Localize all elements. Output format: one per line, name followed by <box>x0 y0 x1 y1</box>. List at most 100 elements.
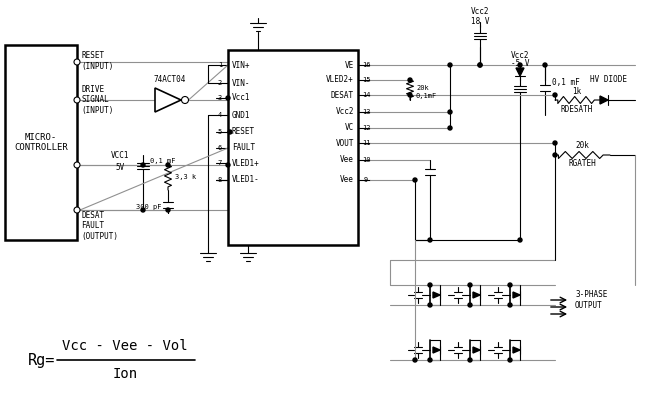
Text: 1k: 1k <box>572 87 581 97</box>
Text: DESAT: DESAT <box>331 90 354 100</box>
Circle shape <box>408 93 412 97</box>
Text: 12: 12 <box>362 125 370 131</box>
Text: FAULT: FAULT <box>232 144 255 152</box>
Polygon shape <box>516 68 524 76</box>
Text: 0,1mF: 0,1mF <box>416 93 437 99</box>
Circle shape <box>428 238 432 242</box>
Text: VOUT: VOUT <box>335 139 354 147</box>
Polygon shape <box>473 347 480 353</box>
Text: 74ACT04: 74ACT04 <box>154 76 186 84</box>
Text: RESET: RESET <box>232 128 255 136</box>
Text: 6: 6 <box>218 145 222 151</box>
Text: SIGNAL: SIGNAL <box>81 95 109 105</box>
Circle shape <box>226 163 230 167</box>
Circle shape <box>553 93 557 97</box>
Circle shape <box>228 130 232 134</box>
Circle shape <box>468 283 472 287</box>
Text: Ion: Ion <box>113 367 137 381</box>
Circle shape <box>478 63 482 67</box>
Circle shape <box>468 303 472 307</box>
Text: HV DIODE: HV DIODE <box>590 76 627 84</box>
Polygon shape <box>433 292 440 298</box>
Text: 15: 15 <box>362 77 370 83</box>
Circle shape <box>448 126 452 130</box>
Text: 5V: 5V <box>115 163 124 171</box>
Polygon shape <box>513 292 520 298</box>
Circle shape <box>74 207 80 213</box>
Text: RDESATH: RDESATH <box>561 105 593 113</box>
Text: Vee: Vee <box>340 155 354 165</box>
Text: VIN-: VIN- <box>232 79 251 87</box>
Text: RGATEH: RGATEH <box>568 160 596 168</box>
Text: VE: VE <box>345 60 354 69</box>
Text: DESAT: DESAT <box>81 212 104 220</box>
Circle shape <box>553 141 557 145</box>
Circle shape <box>428 303 432 307</box>
Text: VLED1+: VLED1+ <box>232 158 260 168</box>
Text: 0,1 mF: 0,1 mF <box>552 78 580 87</box>
Text: VCC1: VCC1 <box>111 150 130 160</box>
Text: Vcc1: Vcc1 <box>232 94 251 102</box>
Text: Vcc2: Vcc2 <box>471 8 490 16</box>
Circle shape <box>518 63 522 67</box>
Text: 2: 2 <box>218 80 222 86</box>
Text: 5: 5 <box>218 129 222 135</box>
Text: 20k: 20k <box>575 142 589 150</box>
Text: (INPUT): (INPUT) <box>81 61 113 71</box>
Text: 11: 11 <box>362 140 370 146</box>
Text: 10: 10 <box>362 157 370 163</box>
Circle shape <box>74 59 80 65</box>
Circle shape <box>141 163 145 167</box>
Text: 3-PHASE
OUTPUT: 3-PHASE OUTPUT <box>575 290 607 310</box>
Text: -5 V: -5 V <box>511 60 529 68</box>
Polygon shape <box>433 347 440 353</box>
Circle shape <box>553 153 557 157</box>
Circle shape <box>543 63 547 67</box>
Polygon shape <box>600 96 608 104</box>
Circle shape <box>74 97 80 103</box>
Text: (OUTPUT): (OUTPUT) <box>81 231 118 241</box>
Text: GND1: GND1 <box>232 110 251 120</box>
Text: VLED1-: VLED1- <box>232 176 260 184</box>
Polygon shape <box>473 292 480 298</box>
Circle shape <box>141 208 145 212</box>
Text: 300 pF: 300 pF <box>137 204 162 210</box>
Circle shape <box>518 238 522 242</box>
Polygon shape <box>155 88 181 112</box>
Circle shape <box>428 283 432 287</box>
Text: VIN+: VIN+ <box>232 60 251 69</box>
Text: DRIVE: DRIVE <box>81 86 104 94</box>
Text: FAULT: FAULT <box>81 221 104 231</box>
Polygon shape <box>513 347 520 353</box>
Bar <box>228 50 358 245</box>
Circle shape <box>166 208 170 212</box>
Circle shape <box>428 358 432 362</box>
Text: 1: 1 <box>218 62 222 68</box>
Text: RESET: RESET <box>81 50 104 60</box>
Text: 3: 3 <box>218 95 222 101</box>
Circle shape <box>408 78 412 82</box>
Bar <box>5 45 77 240</box>
Circle shape <box>508 303 512 307</box>
Text: 7: 7 <box>218 160 222 166</box>
Text: 8: 8 <box>218 177 222 183</box>
Text: 0,1 mF: 0,1 mF <box>150 158 176 164</box>
Text: 16: 16 <box>362 62 370 68</box>
Text: Rg=: Rg= <box>27 352 55 368</box>
Circle shape <box>413 178 417 182</box>
Text: 14: 14 <box>362 92 370 98</box>
Circle shape <box>448 63 452 67</box>
Text: MICRO-
CONTROLLER: MICRO- CONTROLLER <box>14 133 68 152</box>
Circle shape <box>226 96 230 100</box>
Text: 3,3 k: 3,3 k <box>175 174 196 180</box>
Circle shape <box>468 358 472 362</box>
Text: VC: VC <box>345 123 354 132</box>
Circle shape <box>448 110 452 114</box>
Circle shape <box>508 283 512 287</box>
Text: 13: 13 <box>362 109 370 115</box>
Circle shape <box>508 358 512 362</box>
Text: VLED2+: VLED2+ <box>326 76 354 84</box>
Text: 20k: 20k <box>416 85 429 91</box>
Text: Vcc2: Vcc2 <box>511 50 529 60</box>
Text: (INPUT): (INPUT) <box>81 105 113 115</box>
